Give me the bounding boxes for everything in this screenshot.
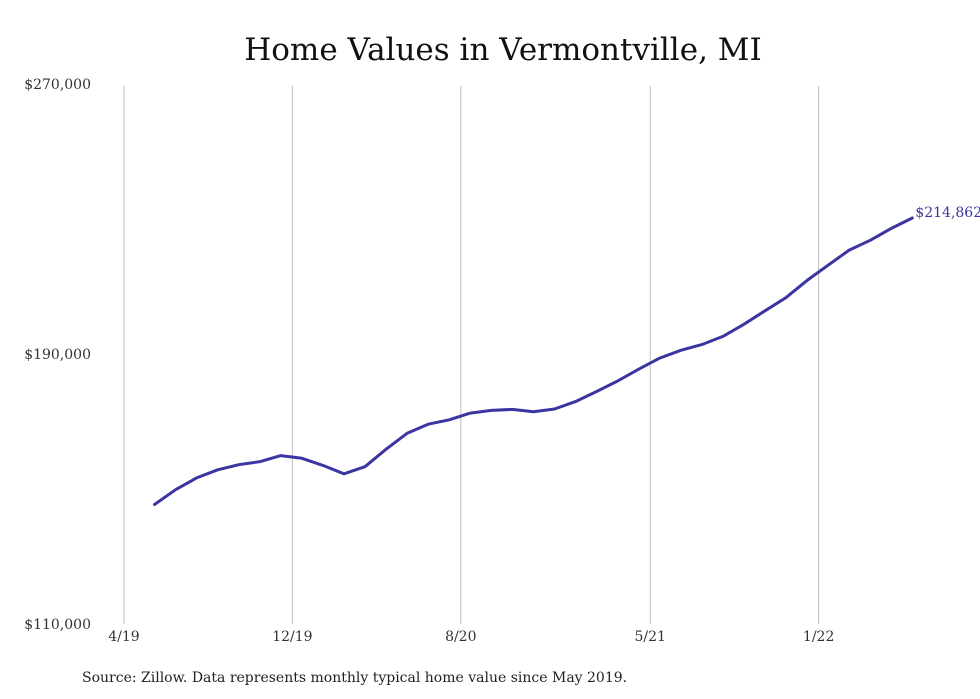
x-tick-label: 4/19 bbox=[108, 629, 139, 645]
y-tick-label: $190,000 bbox=[24, 347, 91, 363]
end-value-label: $214,862 bbox=[915, 205, 980, 221]
y-tick-label: $110,000 bbox=[24, 617, 91, 633]
y-axis: $270,000 $190,000 $110,000 bbox=[24, 77, 91, 633]
grid bbox=[123, 86, 820, 624]
x-tick-label: 12/19 bbox=[272, 629, 312, 645]
x-tick-label: 5/21 bbox=[635, 629, 666, 645]
y-tick-label: $270,000 bbox=[24, 77, 91, 93]
series-line bbox=[153, 216, 914, 506]
x-tick-label: 1/22 bbox=[803, 629, 834, 645]
source-note: Source: Zillow. Data represents monthly … bbox=[82, 670, 627, 686]
x-tick-label: 8/20 bbox=[445, 629, 476, 645]
x-axis: 4/19 12/19 8/20 5/21 1/22 bbox=[108, 629, 834, 645]
chart-title: Home Values in Vermontville, MI bbox=[244, 32, 762, 68]
